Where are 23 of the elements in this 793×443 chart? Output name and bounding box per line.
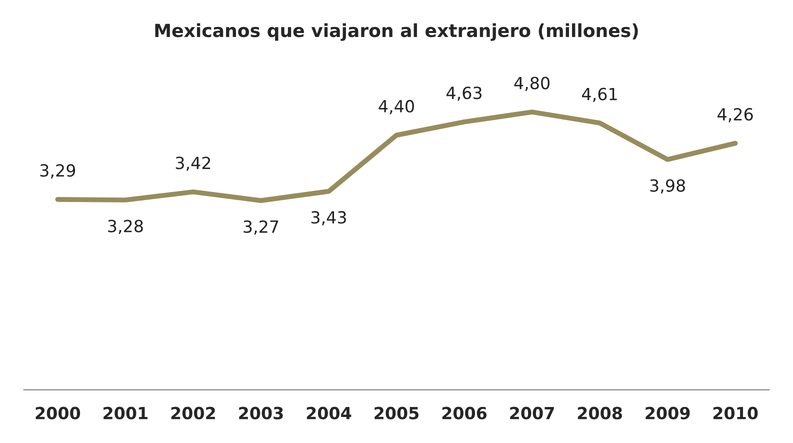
x-tick-label: 2004 [306,406,352,420]
x-tick-label: 2002 [171,406,215,420]
chart-title: Mexicanos que viajaron al extranjero (millones) [155,23,638,41]
data-label: 4,61 [582,88,617,102]
x-tick-label: 2009 [646,406,690,420]
x-tick-label: 2001 [104,406,148,420]
x-tick-label: 2005 [374,406,419,420]
data-label: 4,40 [378,100,414,114]
data-label: 3,28 [108,220,143,234]
data-label: 4,63 [446,86,482,101]
data-label: 3,43 [311,211,346,226]
x-tick-label: 2010 [713,406,758,420]
data-label: 4,26 [718,108,753,122]
x-tick-label: 2007 [510,406,554,420]
x-tick-label: 2008 [578,406,622,420]
data-label: 4,80 [514,76,550,92]
data-label: 3,27 [244,220,278,235]
data-label: 3,29 [40,164,76,178]
x-tick-label: 2006 [442,406,487,420]
x-tick-label: 2000 [36,406,80,420]
x-tick-label: 2003 [239,406,283,420]
data-label: 3,98 [650,179,685,194]
data-label: 3,42 [176,156,210,171]
